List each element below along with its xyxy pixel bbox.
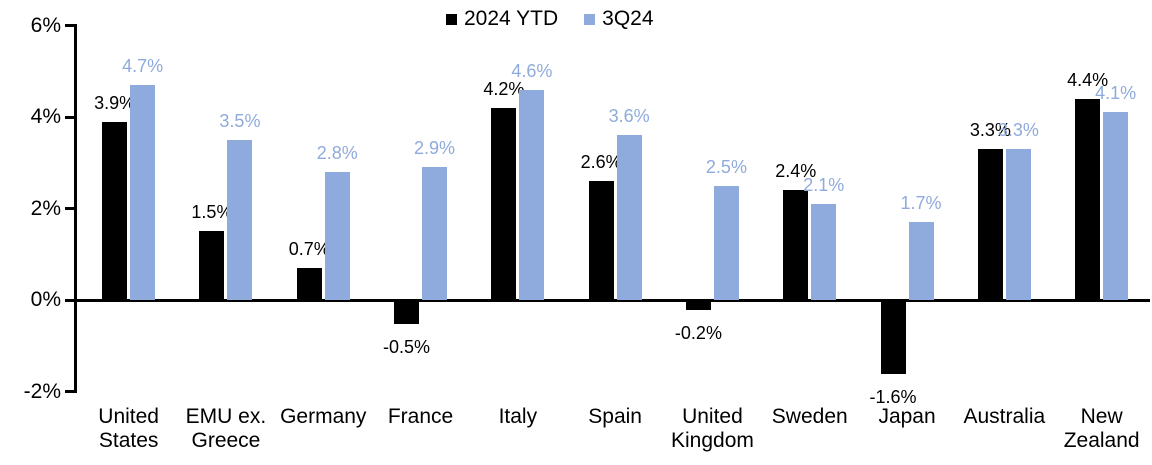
bar-value-label: 2.8%	[316, 142, 358, 163]
category-label: Japan	[878, 405, 936, 428]
bar-value-label: 4.7%	[122, 55, 164, 76]
bar-value-label: -0.2%	[674, 323, 722, 344]
y-tick-label: 2%	[30, 196, 61, 220]
bar-3q24	[713, 185, 739, 300]
bar-2024-ytd	[491, 107, 517, 300]
category-label: Australia	[963, 405, 1046, 428]
bar-2024-ytd	[588, 181, 614, 300]
legend-swatch-3q24	[584, 13, 596, 25]
bar-value-label: 2.1%	[803, 174, 845, 195]
legend-item-3q24: 3Q24	[584, 7, 654, 31]
bar-value-label: 4.4%	[1067, 69, 1109, 90]
bar-value-label: 0.7%	[288, 238, 330, 259]
y-tick-mark	[65, 24, 74, 27]
bar-3q24	[1103, 112, 1129, 300]
bar-2024-ytd	[977, 149, 1003, 300]
y-axis-line	[74, 24, 77, 393]
bar-2024-ytd	[685, 301, 711, 311]
bar-3q24	[130, 84, 156, 300]
y-tick-mark	[65, 115, 74, 119]
bar-3q24	[227, 139, 253, 300]
category-label: Sweden	[771, 405, 848, 428]
bar-value-label: 3.6%	[608, 106, 650, 127]
legend-item-2024-ytd: 2024 YTD	[446, 7, 558, 31]
category-label: Italy	[498, 405, 538, 428]
bar-3q24	[908, 222, 934, 300]
bar-value-label: 2.4%	[775, 161, 817, 182]
legend-swatch-2024-ytd	[446, 13, 457, 25]
category-label: United States	[98, 405, 159, 452]
y-tick-label: -2%	[23, 379, 61, 403]
chart-legend: 2024 YTD 3Q24	[446, 7, 654, 31]
category-label: Spain	[588, 405, 642, 428]
bar-2024-ytd	[394, 301, 420, 324]
bar-value-label: 1.7%	[900, 193, 942, 214]
bar-2024-ytd	[102, 121, 128, 300]
bar-3q24	[324, 171, 350, 300]
bar-2024-ytd	[1075, 98, 1101, 300]
bar-3q24	[616, 135, 642, 300]
bar-value-label: 3.9%	[94, 92, 136, 113]
bar-value-label: 2.5%	[705, 156, 747, 177]
bar-3q24	[422, 167, 448, 300]
bar-2024-ytd	[296, 267, 322, 300]
bar-2024-ytd	[783, 190, 809, 300]
y-tick-label: 4%	[30, 105, 61, 128]
y-tick-label: 0%	[30, 288, 61, 311]
bar-value-label: 2.9%	[414, 138, 456, 159]
bar-value-label: 3.5%	[219, 110, 261, 131]
category-label: EMU ex. Greece	[185, 405, 267, 452]
bar-value-label: 4.6%	[511, 60, 553, 81]
category-label: United Kingdom	[670, 405, 754, 452]
x-axis-line	[74, 298, 1150, 302]
y-tick-mark	[65, 207, 74, 210]
category-label: New Zealand	[1063, 405, 1140, 452]
bar-value-label: -1.6%	[869, 387, 917, 408]
y-tick-mark	[65, 390, 74, 393]
bar-value-label: 2.6%	[580, 152, 622, 173]
bar-2024-ytd	[880, 301, 906, 375]
category-label: Germany	[280, 405, 367, 428]
bar-3q24	[519, 89, 545, 300]
bar-value-label: 1.5%	[191, 202, 233, 223]
bar-value-label: 3.3%	[997, 120, 1039, 141]
y-tick-mark	[65, 298, 74, 302]
legend-label-3q24: 3Q24	[602, 7, 654, 30]
bar-value-label: 4.2%	[483, 78, 525, 99]
legend-label-2024-ytd: 2024 YTD	[464, 7, 559, 30]
y-tick-label: 6%	[30, 13, 61, 37]
bar-value-label: 4.1%	[1095, 83, 1137, 104]
bar-value-label: -0.5%	[383, 336, 431, 357]
bar-3q24	[811, 203, 837, 300]
category-label: France	[387, 405, 454, 428]
bar-value-label: 3.3%	[969, 120, 1011, 141]
bar-2024-ytd	[199, 231, 225, 300]
bar-3q24	[1005, 149, 1031, 300]
